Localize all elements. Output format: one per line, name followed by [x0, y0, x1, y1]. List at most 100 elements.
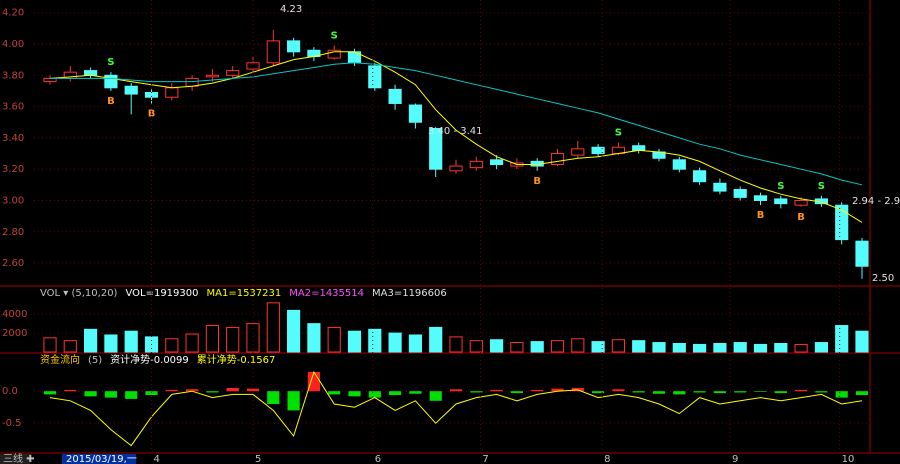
flow-bar	[145, 391, 158, 396]
volume-bar	[550, 340, 565, 353]
volume-bar	[266, 302, 280, 353]
candle-body	[672, 159, 686, 170]
trend-line	[49, 370, 863, 447]
legend-item: MA3=1196606	[372, 288, 447, 299]
price-annotation: 3.40 - 3.41	[428, 126, 483, 137]
candle-body	[550, 153, 565, 165]
volume-bar	[429, 326, 443, 353]
volume-bar	[591, 341, 605, 353]
candle-body	[449, 165, 463, 172]
candle-body	[388, 88, 402, 104]
y-tick-label: 3.80	[2, 70, 24, 81]
candle-body	[246, 62, 260, 70]
flow-bar	[470, 391, 483, 393]
volume-bar	[835, 325, 849, 353]
volume-bar	[388, 332, 402, 353]
volume-bar	[185, 333, 199, 353]
y-tick-label: 4.20	[2, 8, 24, 19]
sell-signal: S	[331, 31, 338, 42]
flow-bar	[307, 372, 320, 392]
flow-bar	[226, 388, 239, 392]
ma-line	[49, 51, 863, 223]
y-tick-label: 2.80	[2, 227, 24, 238]
volume-bar	[104, 334, 118, 353]
volume-bar	[855, 330, 869, 353]
flow-bar	[734, 391, 747, 393]
price-annotation: 2.94 - 2.96	[852, 196, 900, 207]
y-tick-label: 0.0	[2, 386, 18, 397]
ma-line	[50, 62, 863, 186]
x-tick-label: 8	[604, 454, 610, 464]
volume-bar	[510, 342, 524, 353]
volume-bar	[652, 342, 666, 353]
sell-signal: S	[107, 57, 114, 68]
volume-bar	[368, 328, 382, 353]
buy-signal: B	[107, 96, 115, 107]
flow-bar	[43, 391, 57, 395]
candle-body	[287, 40, 301, 53]
candle-body	[571, 148, 585, 156]
volume-bar	[814, 342, 828, 353]
legend-item: MA1=1537231	[207, 288, 282, 299]
x-tick-label: 7	[482, 454, 488, 464]
flow-bar	[835, 391, 848, 398]
y-tick-label: 4000	[2, 309, 27, 320]
candle-body	[774, 198, 788, 205]
volume-bar	[165, 338, 179, 353]
volume-bar	[246, 323, 260, 353]
candle-body	[205, 74, 219, 78]
flow-bar	[389, 391, 402, 396]
candle-body	[855, 240, 869, 267]
y-tick-label: 2000	[2, 328, 27, 339]
legend-item: VOL=1919300	[125, 288, 198, 299]
candle-body	[84, 70, 98, 76]
legend-item: 资计净势-0.0099	[110, 353, 189, 366]
candle-body	[368, 65, 382, 89]
y-tick-label: 4.00	[2, 39, 24, 50]
candle-body	[226, 70, 240, 76]
volume-bar	[672, 342, 686, 353]
candle-body	[165, 87, 179, 98]
candle-body	[408, 104, 422, 123]
candle-body	[693, 170, 707, 183]
candle-body	[124, 85, 138, 95]
flow-bar	[368, 391, 381, 398]
sell-signal: S	[615, 128, 622, 139]
cursor-date: 2015/03/19,一	[66, 454, 137, 464]
volume-bar	[347, 330, 362, 353]
x-tick-label: 6	[375, 454, 381, 464]
volume-bar	[205, 325, 219, 353]
flow-bar	[652, 391, 666, 394]
candle-body	[469, 160, 483, 169]
toolbar-button[interactable]	[0, 454, 30, 464]
volume-bar	[63, 340, 77, 353]
y-tick-label: -0.5	[2, 418, 22, 429]
flow-bar	[815, 391, 828, 393]
candle-body	[429, 128, 443, 170]
x-tick-label: 4	[154, 454, 160, 464]
volume-bar	[449, 336, 463, 353]
flow-bar	[267, 391, 280, 404]
flow-bar	[592, 391, 605, 394]
candle-body	[490, 159, 504, 165]
buy-signal: B	[533, 176, 541, 187]
x-tick-label: 9	[732, 454, 738, 464]
toolbar-button-label[interactable]: 三线 ✚	[3, 452, 35, 464]
volume-bar	[713, 342, 727, 353]
volume-bar	[753, 343, 768, 353]
flow-bar	[693, 391, 706, 393]
volume-bar	[408, 334, 422, 353]
sell-signal: S	[777, 181, 784, 192]
candle-body	[753, 195, 768, 201]
volume-bar	[490, 339, 504, 353]
x-tick-label: 5	[255, 454, 261, 464]
flow-bar	[612, 389, 625, 392]
legend-item: MA2=1435514	[289, 288, 364, 299]
y-tick-label: 2.60	[2, 258, 24, 269]
volume-bar	[794, 343, 808, 353]
candle-body	[104, 74, 118, 89]
volume-bar	[43, 337, 57, 353]
buy-signal: B	[797, 212, 805, 223]
legend-item: 累计净势-0.1567	[197, 353, 276, 366]
volume-bar	[307, 323, 321, 353]
